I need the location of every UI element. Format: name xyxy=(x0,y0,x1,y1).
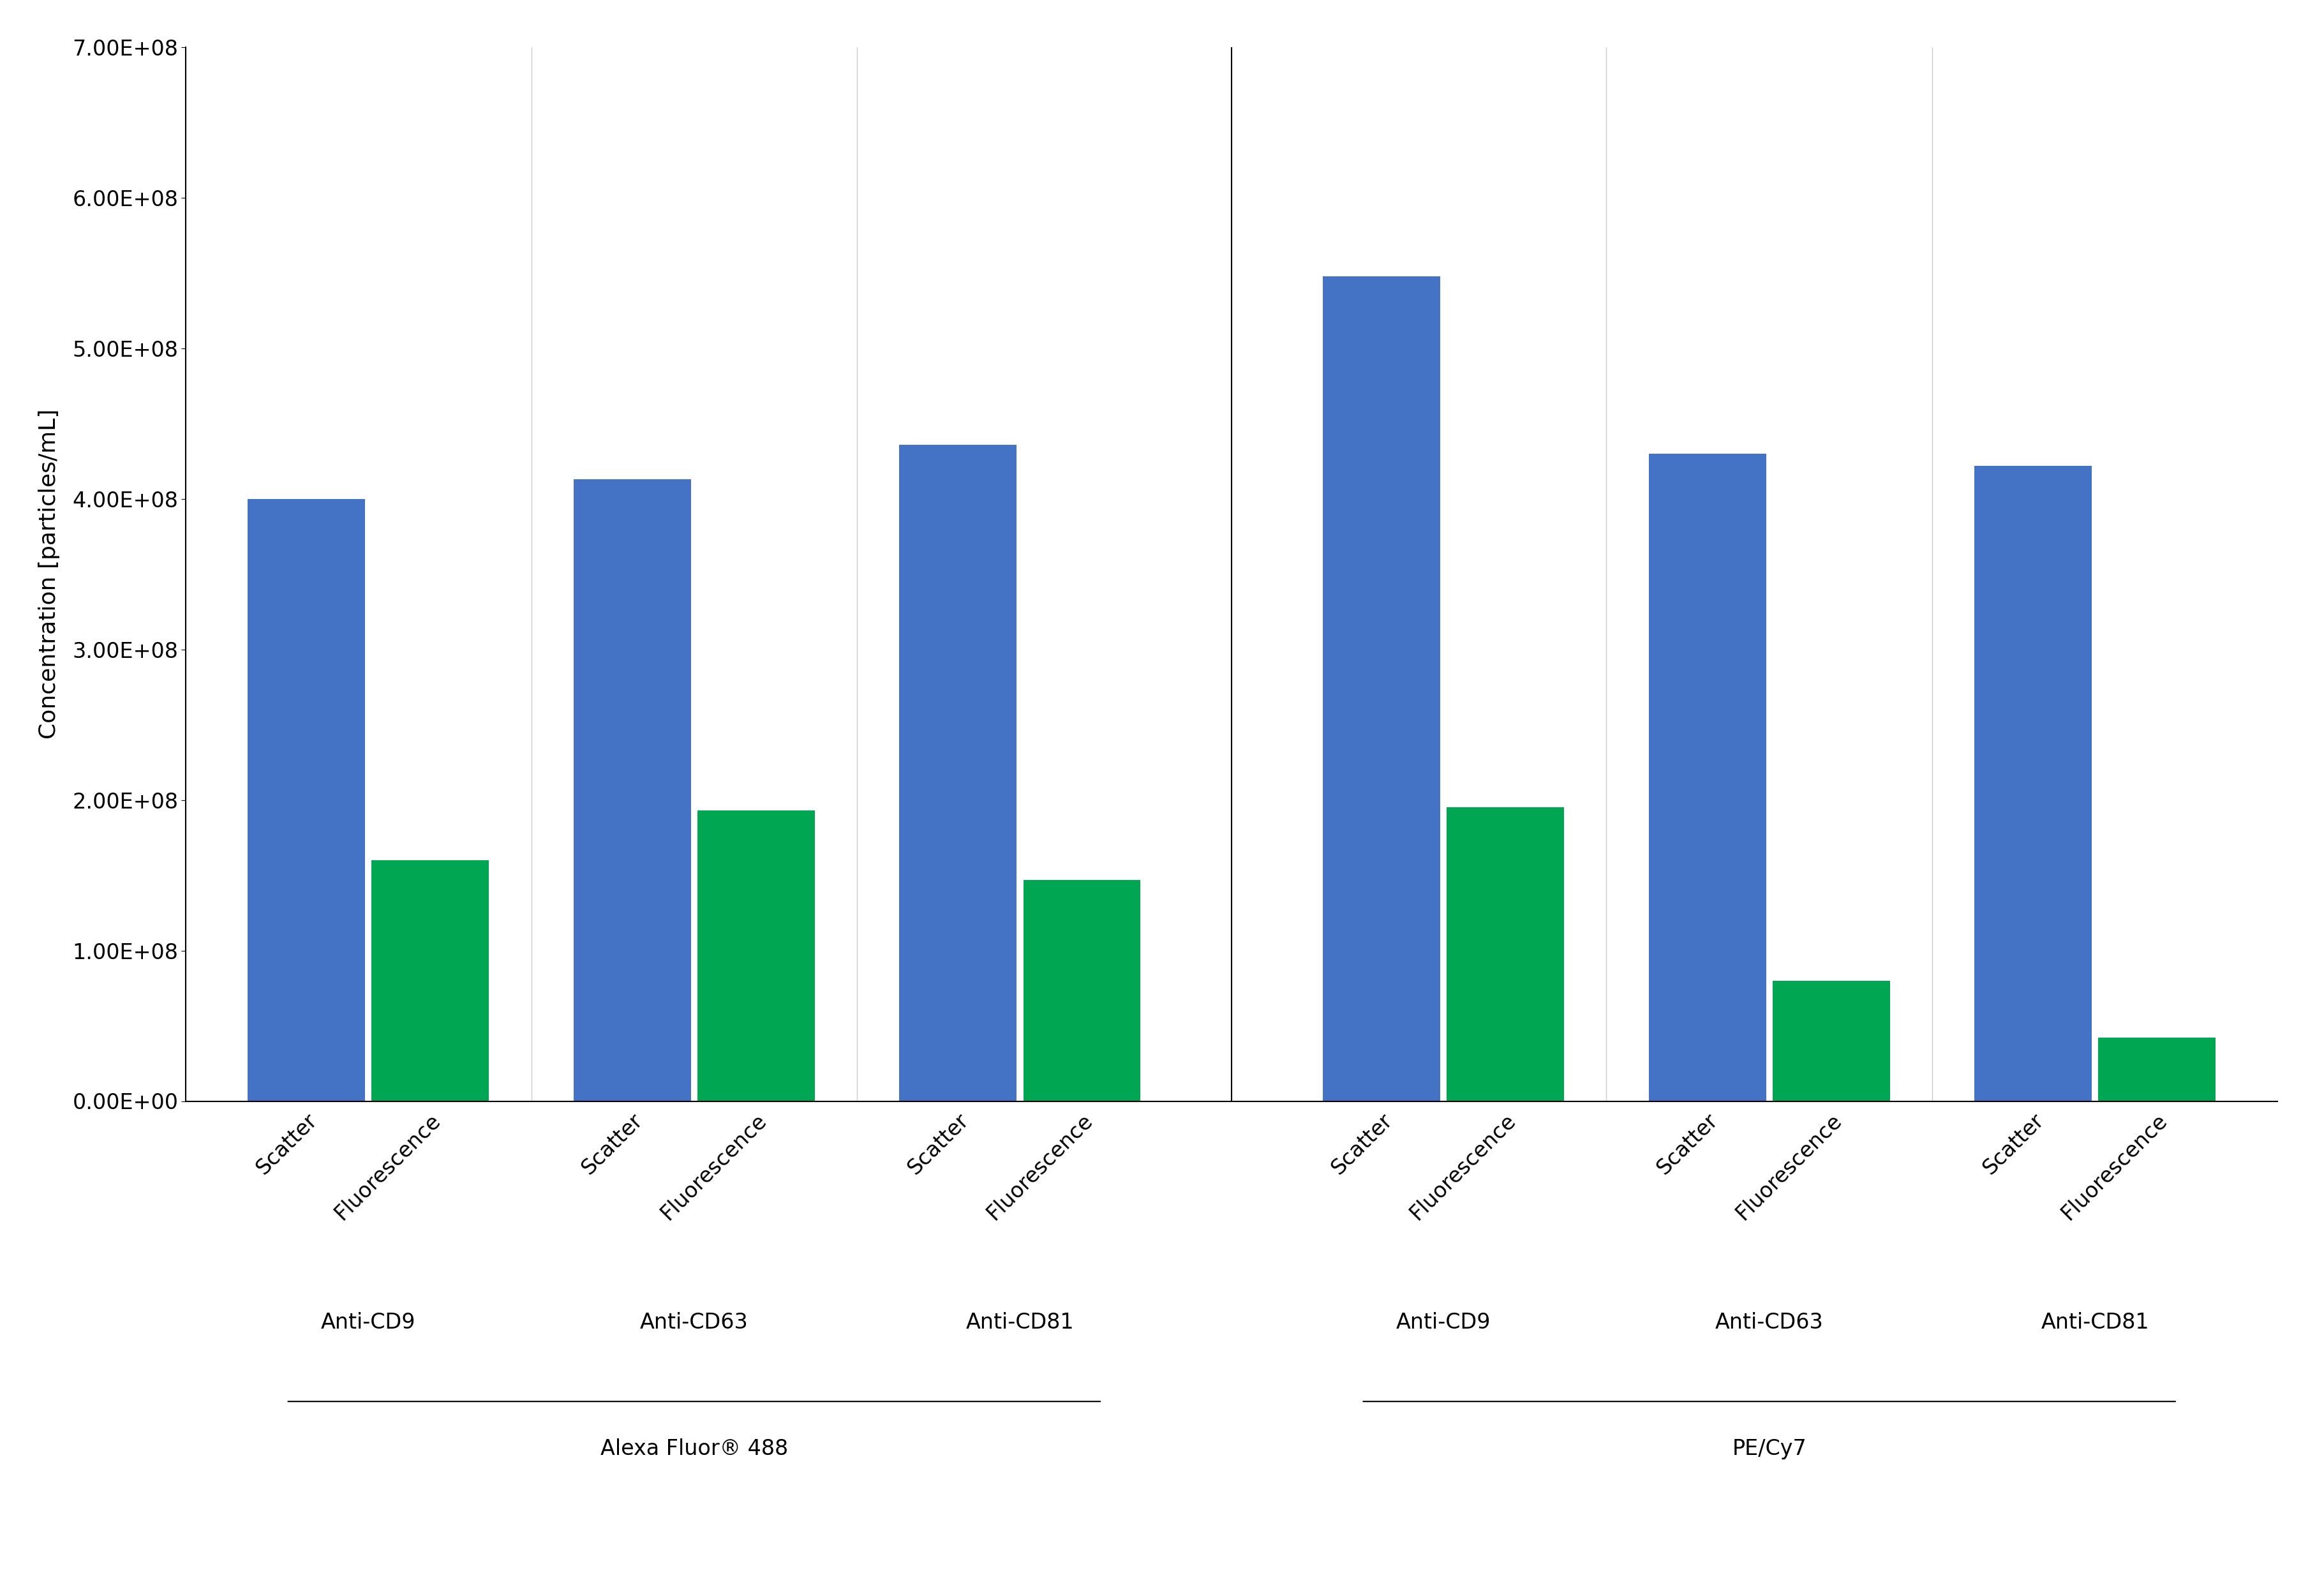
Bar xyxy=(372,860,488,1101)
Text: Alexa Fluor® 488: Alexa Fluor® 488 xyxy=(600,1438,788,1460)
Text: Anti-CD63: Anti-CD63 xyxy=(639,1312,748,1332)
Y-axis label: Concentration [particles/mL]: Concentration [particles/mL] xyxy=(40,409,60,739)
Bar xyxy=(249,499,365,1101)
Bar xyxy=(1322,275,1441,1101)
Text: Anti-CD81: Anti-CD81 xyxy=(2040,1312,2150,1332)
Bar xyxy=(574,480,690,1101)
Text: Anti-CD81: Anti-CD81 xyxy=(967,1312,1074,1332)
Bar xyxy=(697,810,816,1101)
Bar xyxy=(899,445,1016,1101)
Bar xyxy=(1648,453,1766,1101)
Bar xyxy=(1773,980,1889,1101)
Bar xyxy=(1448,807,1564,1101)
Bar xyxy=(1023,879,1141,1101)
Bar xyxy=(1975,466,2092,1101)
Text: Anti-CD9: Anti-CD9 xyxy=(1397,1312,1492,1332)
Bar xyxy=(2099,1038,2215,1101)
Text: PE/Cy7: PE/Cy7 xyxy=(1731,1438,1806,1460)
Text: Anti-CD9: Anti-CD9 xyxy=(321,1312,416,1332)
Text: Anti-CD63: Anti-CD63 xyxy=(1715,1312,1824,1332)
